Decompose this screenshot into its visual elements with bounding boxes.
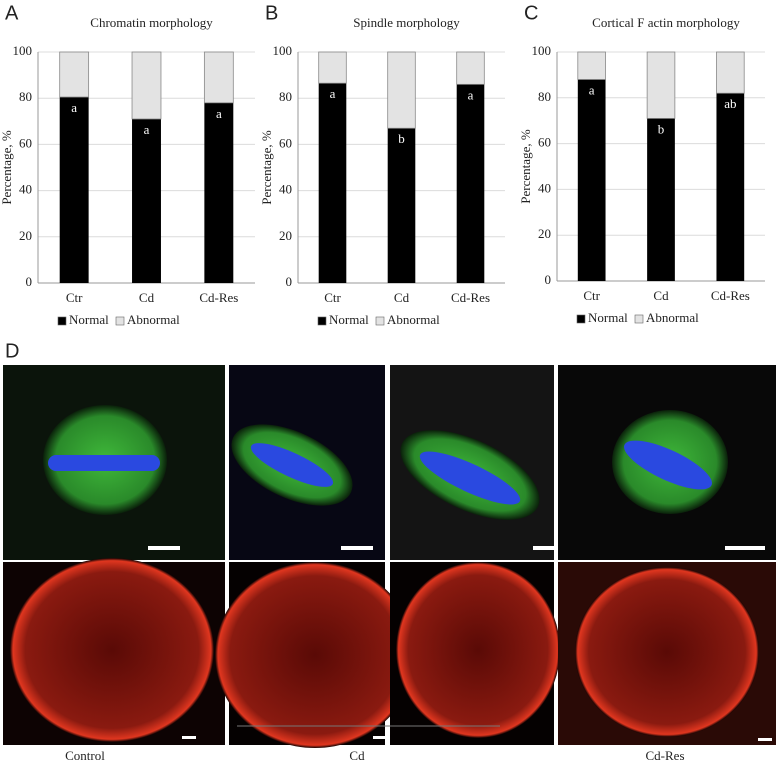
x-tick-label: Cd bbox=[139, 290, 155, 305]
y-tick-label: 0 bbox=[545, 272, 552, 287]
bar-segment bbox=[716, 93, 745, 281]
chart-title: Spindle morphology bbox=[353, 15, 460, 30]
image-label: Control bbox=[65, 748, 105, 763]
y-tick-label: 60 bbox=[279, 135, 292, 150]
bar-segment bbox=[456, 84, 485, 283]
y-tick-label: 60 bbox=[538, 135, 551, 150]
legend-label: Abnormal bbox=[387, 312, 440, 327]
y-tick-label: 100 bbox=[273, 43, 293, 58]
y-tick-label: 0 bbox=[286, 274, 293, 289]
y-axis-label: Percentage, % bbox=[518, 129, 533, 204]
y-tick-label: 80 bbox=[538, 89, 551, 104]
image-content bbox=[10, 558, 214, 742]
image-content bbox=[419, 451, 521, 505]
bar-segment bbox=[318, 83, 347, 283]
bar-segment bbox=[646, 51, 676, 119]
y-tick-label: 100 bbox=[532, 43, 552, 58]
chart-title: Cortical F actin morphology bbox=[592, 15, 740, 30]
bar-segment bbox=[387, 51, 416, 129]
bar-segment bbox=[318, 51, 347, 84]
x-tick-label: Cd bbox=[394, 290, 410, 305]
bar-segment bbox=[59, 97, 89, 283]
x-tick-label: Ctr bbox=[66, 290, 83, 305]
y-tick-label: 60 bbox=[19, 135, 32, 150]
bar-label: a bbox=[71, 100, 77, 115]
legend-label: Normal bbox=[329, 312, 369, 327]
image-content bbox=[624, 440, 712, 490]
panel-letter: C bbox=[524, 2, 538, 24]
image-content bbox=[48, 455, 160, 471]
y-tick-label: 20 bbox=[538, 226, 551, 241]
x-tick-label: Cd-Res bbox=[451, 290, 490, 305]
bar-label: a bbox=[330, 86, 336, 101]
y-tick-label: 40 bbox=[279, 182, 292, 197]
y-tick-label: 20 bbox=[19, 228, 32, 243]
bar-label: a bbox=[468, 87, 474, 102]
bar-label: a bbox=[589, 82, 595, 97]
bar-label: b bbox=[658, 121, 665, 136]
bar-segment bbox=[132, 118, 161, 284]
y-tick-label: 100 bbox=[13, 43, 33, 58]
y-tick-label: 80 bbox=[279, 89, 292, 104]
y-axis-label: Percentage, % bbox=[259, 130, 274, 205]
panel-letter: D bbox=[5, 340, 19, 362]
image-content bbox=[215, 562, 415, 748]
panel-letter: B bbox=[265, 2, 278, 24]
bar-segment bbox=[577, 79, 606, 281]
y-tick-label: 40 bbox=[538, 180, 551, 195]
legend-swatch bbox=[576, 314, 586, 324]
chart-title: Chromatin morphology bbox=[90, 15, 213, 30]
y-tick-label: 40 bbox=[19, 182, 32, 197]
bar-segment bbox=[59, 51, 90, 98]
y-tick-label: 80 bbox=[19, 89, 32, 104]
x-tick-label: Ctr bbox=[324, 290, 341, 305]
bar-segment bbox=[203, 51, 234, 104]
image-content bbox=[250, 443, 334, 487]
bar-segment bbox=[456, 51, 485, 85]
bar-segment bbox=[577, 51, 606, 80]
x-tick-label: Cd-Res bbox=[199, 290, 238, 305]
legend-swatch bbox=[375, 316, 385, 326]
scale-bar bbox=[373, 736, 387, 739]
bar-segment bbox=[131, 51, 162, 120]
bar-label: b bbox=[398, 131, 405, 146]
y-tick-label: 0 bbox=[26, 274, 33, 289]
scale-bar bbox=[725, 546, 765, 550]
scale-bar bbox=[148, 546, 180, 550]
scale-bar bbox=[182, 736, 196, 739]
bar-label: a bbox=[144, 122, 150, 137]
bar-label: ab bbox=[724, 96, 736, 111]
scale-bar bbox=[341, 546, 373, 550]
bar-segment bbox=[647, 118, 675, 281]
legend-swatch bbox=[115, 316, 125, 326]
image-content bbox=[396, 562, 560, 738]
x-tick-label: Ctr bbox=[583, 288, 600, 303]
micrographs bbox=[3, 365, 776, 748]
bar-label: a bbox=[216, 106, 222, 121]
legend-swatch bbox=[57, 316, 67, 326]
legend-label: Abnormal bbox=[127, 312, 180, 327]
y-axis-label: Percentage, % bbox=[0, 130, 14, 205]
scale-bar bbox=[533, 546, 573, 550]
legend-label: Abnormal bbox=[646, 310, 699, 325]
image-label: Cd-Res bbox=[646, 748, 685, 763]
legend-label: Normal bbox=[588, 310, 628, 325]
image-label: Cd bbox=[349, 748, 365, 763]
bar-segment bbox=[716, 51, 745, 94]
y-tick-label: 20 bbox=[279, 228, 292, 243]
legend-label: Normal bbox=[69, 312, 109, 327]
legend-swatch bbox=[317, 316, 327, 326]
scale-bar bbox=[758, 738, 772, 741]
bar-segment bbox=[204, 102, 234, 283]
panel-letter: A bbox=[5, 2, 19, 24]
legend-swatch bbox=[634, 314, 644, 324]
image-content bbox=[575, 567, 759, 737]
x-tick-label: Cd-Res bbox=[711, 288, 750, 303]
bar-segment bbox=[387, 128, 416, 283]
x-tick-label: Cd bbox=[653, 288, 669, 303]
